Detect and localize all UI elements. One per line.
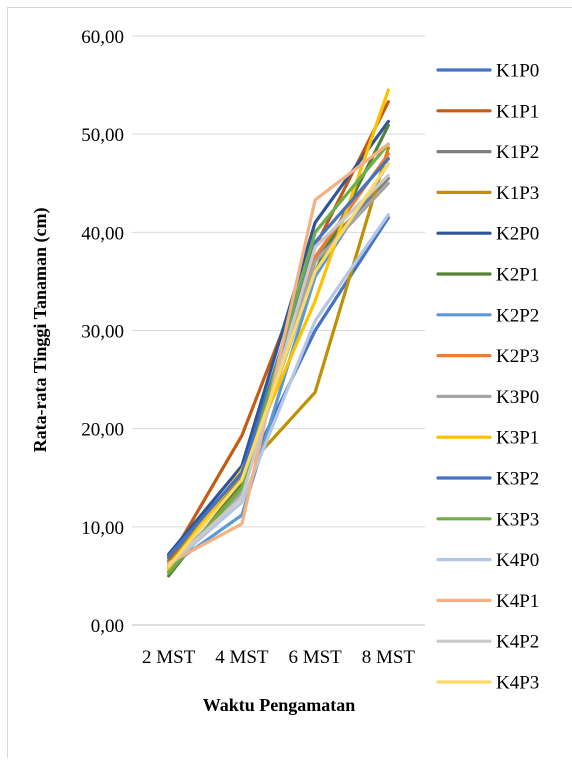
legend-label: K2P3 bbox=[496, 346, 539, 367]
x-axis-title: Waktu Pengamatan bbox=[203, 695, 356, 715]
legend-label: K4P3 bbox=[496, 673, 539, 694]
series-line-k3p1 bbox=[169, 90, 389, 568]
legend-label: K1P1 bbox=[496, 101, 539, 122]
legend-label: K4P0 bbox=[496, 550, 539, 571]
legend-label: K2P1 bbox=[496, 265, 539, 286]
legend-label: K2P0 bbox=[496, 224, 539, 245]
legend-label: K3P0 bbox=[496, 387, 539, 408]
x-tick-label: 8 MST bbox=[362, 647, 416, 668]
y-tick-label: 20,00 bbox=[81, 420, 124, 441]
y-tick-label: 50,00 bbox=[81, 125, 124, 146]
y-tick-label: 30,00 bbox=[81, 322, 124, 343]
series-lines bbox=[169, 90, 389, 576]
legend-label: K2P2 bbox=[496, 305, 539, 326]
y-tick-label: 60,00 bbox=[81, 27, 124, 48]
legend-label: K1P3 bbox=[496, 183, 539, 204]
legend-label: K1P2 bbox=[496, 142, 539, 163]
y-axis-title: Rata-rata Tinggi Tanaman (cm) bbox=[30, 208, 51, 453]
legend-label: K3P2 bbox=[496, 469, 539, 490]
legend-label: K4P1 bbox=[496, 591, 539, 612]
grid-lines bbox=[132, 36, 425, 625]
y-axis-ticks: 0,00 10,00 20,00 30,00 40,00 50,00 60,00 bbox=[81, 27, 124, 637]
legend-label: K4P2 bbox=[496, 632, 539, 653]
y-tick-label: 10,00 bbox=[81, 518, 124, 539]
x-tick-label: 6 MST bbox=[288, 647, 342, 668]
x-axis-ticks: 2 MST 4 MST 6 MST 8 MST bbox=[142, 647, 415, 668]
legend-label: K3P3 bbox=[496, 509, 539, 530]
series-line-k2p1 bbox=[169, 125, 389, 576]
x-tick-label: 2 MST bbox=[142, 647, 196, 668]
y-tick-label: 40,00 bbox=[81, 223, 124, 244]
legend: K1P0 K1P1 K1P2 K1P3 K2P0 K2P1 K2P2 K2P3 K3P0 K3P1… bbox=[438, 61, 539, 694]
y-tick-label: 0,00 bbox=[91, 616, 124, 637]
legend-label: K3P1 bbox=[496, 428, 539, 449]
legend-label: K1P0 bbox=[496, 61, 539, 82]
x-tick-label: 4 MST bbox=[215, 647, 269, 668]
